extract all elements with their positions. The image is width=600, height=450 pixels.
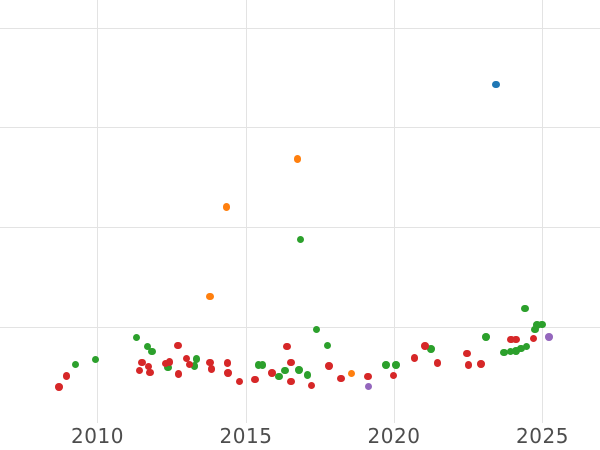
data-point-red [410,354,419,362]
data-point-green [91,355,100,364]
data-point-green [143,342,152,351]
vertical-gridline [245,0,247,423]
data-point-red [529,334,538,343]
data-point-green [517,344,525,353]
data-point-purple [364,382,373,391]
data-point-red [62,372,71,380]
data-point-green [71,360,80,369]
data-point-red [144,362,153,371]
data-point-red [174,341,182,350]
data-point-green [506,347,515,356]
data-point-red [146,368,154,377]
data-point-red [185,360,194,369]
data-point-green [132,333,141,342]
data-point-red [161,359,170,368]
data-point-red [135,366,144,375]
data-point-green [275,372,283,381]
horizontal-gridline [0,27,600,29]
data-point-green [500,348,508,357]
data-point-green [258,361,267,369]
data-point-green [148,347,156,356]
data-point-red [55,383,63,391]
data-point-red [287,358,295,367]
vertical-gridline [97,0,98,423]
data-point-green [295,366,303,374]
data-point-red [463,349,471,358]
data-point-blue [492,80,500,89]
data-point-green [382,361,390,369]
data-point-green [192,355,201,363]
data-point-purple [545,333,553,341]
data-point-green [254,361,263,369]
data-point-red [223,359,232,367]
data-point-green [522,342,531,351]
data-point-green [482,333,490,341]
horizontal-gridline [0,326,600,328]
data-point-green [312,325,321,334]
data-point-orange [347,369,356,378]
data-point-red [165,358,174,366]
data-point-green [281,366,289,375]
vertical-gridline [542,0,543,423]
data-point-red [207,365,216,373]
data-point-green [427,345,435,353]
x-tick-label-2025: 2025 [516,424,569,448]
data-point-green [164,363,172,372]
data-point-green [531,325,539,334]
data-point-red [235,377,244,386]
data-point-red [325,362,333,370]
data-point-red [512,335,520,344]
data-point-red [283,342,291,351]
data-point-orange [206,292,214,301]
data-point-green [538,320,546,329]
data-point-green [521,304,529,313]
data-point-red [421,342,429,350]
data-point-red [206,358,214,367]
data-point-green [323,341,332,350]
data-point-red [268,369,276,377]
x-tick-label-2020: 2020 [367,424,421,448]
data-point-red [182,354,191,363]
x-tick-label-2010: 2010 [71,424,124,448]
x-tick-label-2015: 2015 [219,424,273,448]
data-point-green [512,347,520,355]
data-point-orange [293,155,302,163]
data-point-green [296,235,305,244]
data-point-red [224,369,232,377]
horizontal-gridline [0,227,600,228]
data-point-red [464,361,473,369]
data-point-red [174,370,183,378]
vertical-gridline [393,0,395,423]
horizontal-gridline [0,126,600,128]
data-point-green [533,321,541,329]
data-point-green [190,362,199,370]
data-point-red [337,374,345,383]
data-point-red [433,359,442,367]
data-point-red [307,381,316,390]
data-point-red [251,375,259,384]
data-point-orange [222,203,231,211]
data-point-red [138,358,146,367]
data-point-red [507,335,515,344]
data-point-red [477,360,485,368]
plot-area [0,0,600,423]
data-point-green [392,361,400,369]
data-point-red [364,372,372,381]
data-point-green [303,371,312,379]
data-point-red [287,377,295,386]
data-point-red [389,371,398,380]
